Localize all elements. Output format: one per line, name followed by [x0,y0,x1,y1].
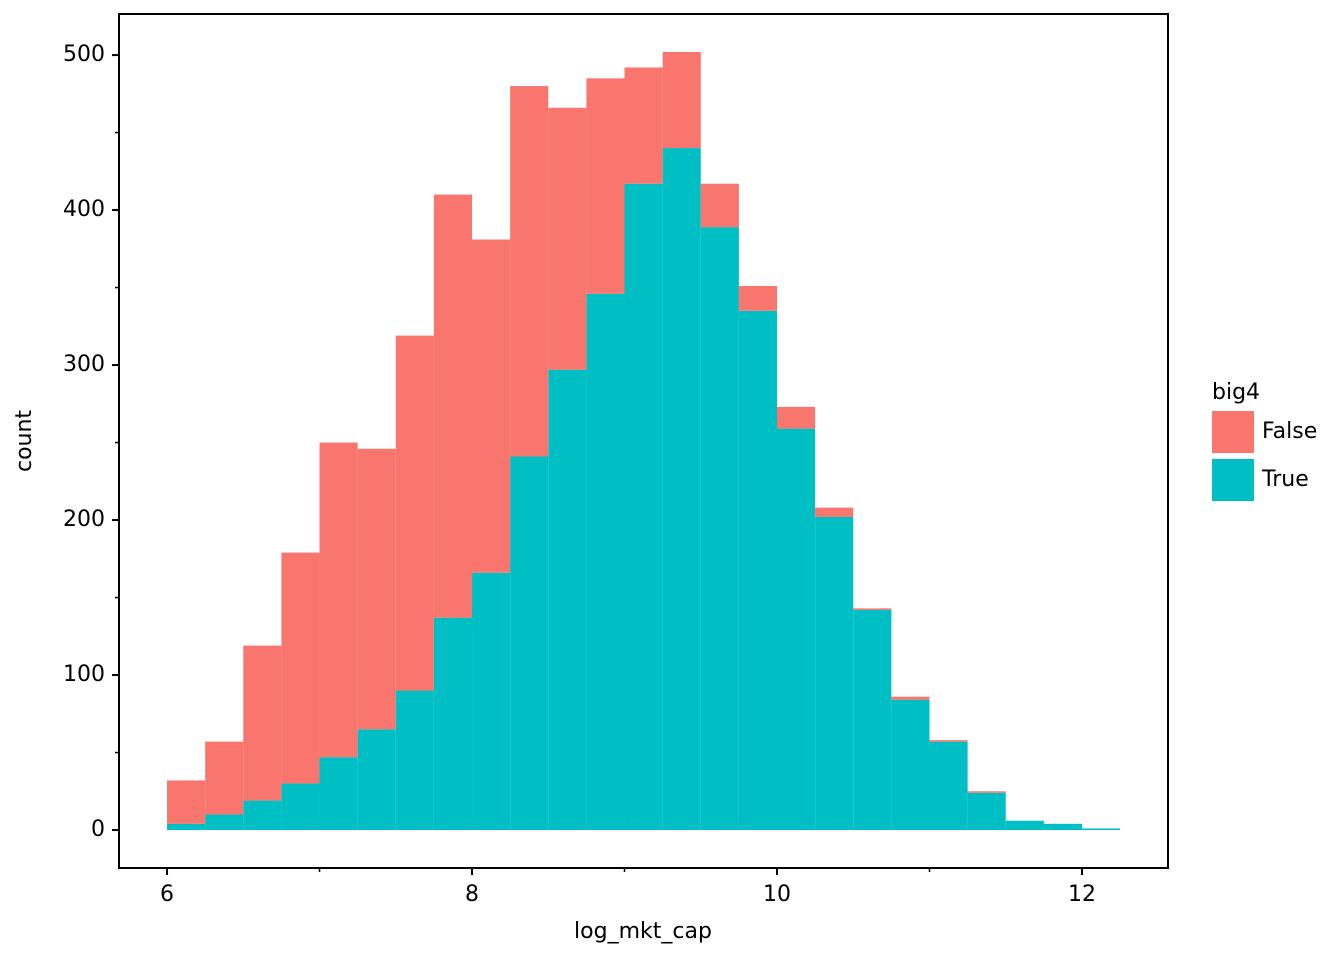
x-tick-label: 10 [763,882,791,907]
bar [624,67,663,184]
y-tick-label: 300 [63,352,105,377]
legend-swatch [1212,411,1254,453]
y-tick-label: 200 [63,507,105,532]
bar [738,310,778,831]
legend-label: False [1262,419,1317,444]
bar [1005,820,1044,831]
bar [433,617,473,831]
bar [205,741,244,815]
x-tick-label: 8 [465,882,479,907]
bar [929,741,968,831]
y-tick-label: 0 [91,817,105,842]
bar [662,148,701,831]
bar [815,516,854,831]
bar [167,780,206,824]
y-axis-label: count [12,410,37,472]
bar [853,608,892,610]
bar [662,51,701,149]
bar [243,645,282,801]
bar [700,183,739,228]
bar [510,86,549,457]
bar [624,183,663,831]
y-tick-label: 100 [63,662,105,687]
bar [815,507,854,517]
bar [777,428,816,831]
bar [205,814,244,831]
bar [510,456,549,831]
bar [243,800,282,831]
plot-frame [118,13,1169,869]
x-axis-label: log_mkt_cap [574,919,712,944]
bar [472,239,511,573]
bar [853,609,892,831]
bar [738,286,778,311]
bar [167,823,206,831]
bar [319,442,358,758]
bar [548,369,587,831]
bar [357,729,396,831]
bar [281,783,320,831]
bar [586,293,625,831]
x-tick-label: 12 [1068,882,1096,907]
x-tick-label: 6 [160,882,174,907]
bar [777,406,816,429]
bar [319,757,358,831]
legend-swatch [1212,459,1254,501]
bar [281,552,320,784]
bar [967,791,1006,793]
bar [472,572,511,831]
legend-title: big4 [1212,380,1260,405]
bar [891,699,930,831]
bar [1081,828,1121,831]
bar [586,78,625,294]
bar [1043,823,1082,831]
bar [967,792,1006,831]
y-tick-label: 500 [63,42,105,67]
bar [891,696,930,700]
bar [433,194,473,618]
bar [548,107,587,370]
bar [700,227,739,831]
bar [357,448,396,730]
legend-label: True [1261,467,1309,492]
bar [929,740,968,742]
y-tick-label: 400 [63,197,105,222]
bar [395,335,434,691]
bar [395,690,434,831]
